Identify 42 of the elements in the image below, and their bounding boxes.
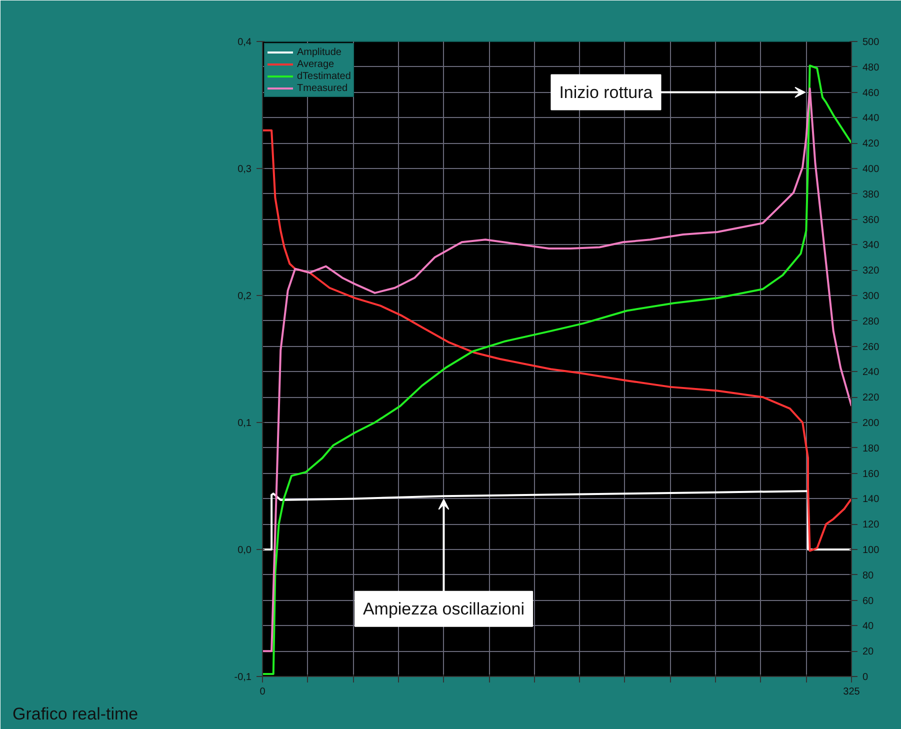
y-tick-label: -0,1 — [234, 672, 252, 683]
y2-tick-label: 160 — [862, 468, 880, 480]
y2-tick-label: 40 — [862, 621, 874, 632]
y2-tick-label: 240 — [862, 367, 880, 378]
y2-tick-label: 0 — [862, 672, 868, 683]
y2-tick-label: 400 — [862, 164, 880, 175]
y2-tick-label: 280 — [862, 316, 880, 328]
y2-tick-label: 500 — [862, 37, 880, 48]
y2-tick-label: 60 — [862, 596, 874, 607]
y2-tick-label: 80 — [862, 570, 874, 582]
y2-tick-label: 440 — [862, 113, 880, 124]
y-tick-label: 0,4 — [238, 37, 252, 48]
y2-tick-label: 320 — [862, 266, 880, 277]
y2-tick-label: 140 — [862, 494, 880, 506]
annotation: Inizio rottura — [559, 82, 654, 102]
y2-tick-label: 420 — [862, 138, 880, 150]
x-tick-label: 325 — [843, 686, 860, 698]
y2-tick-label: 180 — [862, 443, 880, 454]
legend-label: Average — [297, 58, 334, 70]
y2-tick-label: 120 — [862, 520, 880, 531]
legend-label: dTestimated — [297, 70, 351, 82]
y-tick-label: 0,1 — [238, 418, 252, 429]
y2-tick-label: 260 — [862, 342, 880, 353]
y2-tick-label: 300 — [862, 291, 880, 302]
text: Grafico real-time — [12, 704, 138, 724]
y2-tick-label: 380 — [862, 189, 880, 200]
y-tick-label: 0,3 — [238, 164, 252, 175]
y2-tick-label: 20 — [862, 646, 874, 658]
line-series — [262, 129, 852, 552]
annotation: Ampiezza oscillazioni — [362, 599, 525, 618]
y2-tick-label: 480 — [862, 62, 880, 74]
y2-tick-label: 200 — [862, 418, 880, 429]
y2-tick-label: 340 — [862, 240, 880, 252]
y-tick-label: 0,0 — [238, 545, 252, 556]
y2-tick-label: 100 — [862, 545, 880, 556]
y2-tick-label: 460 — [862, 88, 880, 99]
y2-tick-label: 220 — [862, 392, 880, 404]
legend-label: Tmeasured — [297, 82, 348, 94]
line-series — [262, 490, 852, 550]
y2-tick-label: 360 — [862, 214, 880, 226]
y-tick-label: 0,2 — [238, 291, 252, 302]
legend-label: Amplitude — [297, 46, 342, 58]
